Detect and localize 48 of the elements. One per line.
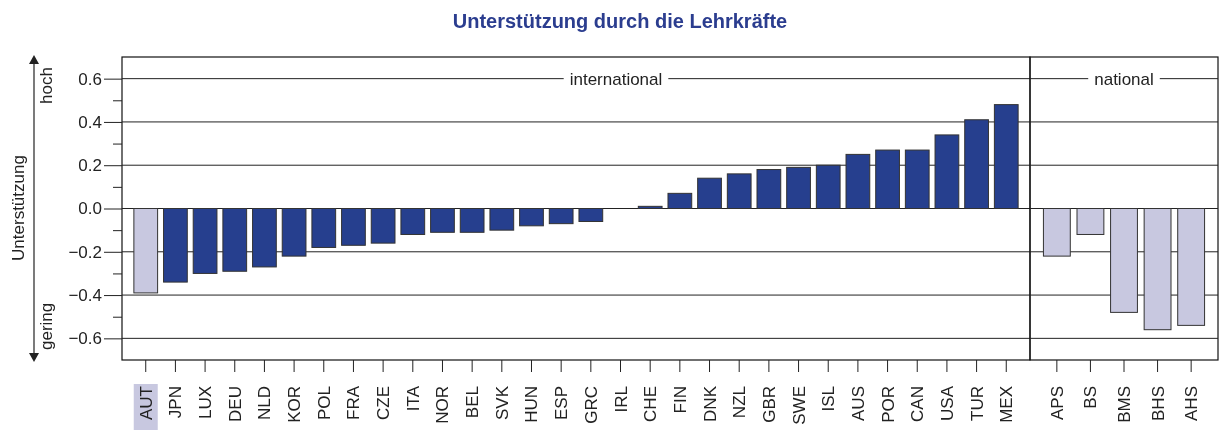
x-tick-label: TUR	[967, 386, 987, 421]
x-tick-label: CHE	[641, 386, 661, 422]
x-tick-label: BS	[1081, 386, 1101, 409]
x-tick-label: AUS	[848, 386, 868, 421]
x-tick-label: GRC	[581, 386, 601, 424]
x-tick-label: POL	[314, 386, 334, 421]
x-tick-label: MEX	[997, 386, 1017, 423]
y-axis-title: Unterstützung	[9, 155, 28, 261]
x-tick-label: AUT	[136, 386, 156, 420]
x-tick-label: AHS	[1182, 386, 1202, 421]
x-tick-label: GBR	[759, 386, 779, 423]
x-tick-label: BMS	[1115, 386, 1134, 423]
text: hoch	[37, 67, 56, 104]
chart-title: Unterstützung durch die Lehrkräfte	[452, 10, 788, 32]
y-tick-label: −0.2	[68, 242, 102, 262]
y-tick-label: −0.4	[68, 286, 102, 306]
x-tick-label: DNK	[700, 385, 720, 422]
x-tick-label: APS	[1047, 386, 1067, 421]
x-tick-label: KOR	[285, 386, 305, 423]
x-tick-label: NOR	[433, 386, 453, 424]
y-tick-label: 0.0	[78, 199, 102, 219]
text: national	[1094, 69, 1154, 89]
x-tick-label: ESP	[552, 386, 572, 421]
x-tick-label: DEU	[225, 386, 245, 422]
x-tick-label: NLD	[255, 386, 275, 421]
x-tick-label: SVK	[492, 385, 512, 421]
x-tick-label: SWE	[789, 386, 809, 425]
x-tick-label: IRL	[611, 386, 631, 413]
x-tick-label: CZE	[374, 386, 394, 420]
text: gering	[37, 302, 56, 350]
x-tick-label: ISL	[819, 386, 839, 412]
y-tick-label: −0.6	[68, 329, 102, 349]
y-tick-label: 0.2	[78, 156, 102, 176]
x-tick-label: BHS	[1148, 386, 1168, 421]
x-tick-label: USA	[937, 385, 957, 421]
text: international	[569, 69, 663, 89]
y-tick-label: 0.4	[78, 112, 102, 132]
x-tick-label: JPN	[166, 386, 186, 419]
x-tick-label: ITA	[403, 385, 423, 412]
y-tick-label: 0.6	[78, 69, 102, 89]
x-tick-label: LUX	[196, 386, 216, 420]
x-tick-label: NZL	[730, 386, 750, 419]
x-tick-label: FRA	[344, 385, 364, 420]
x-tick-label: FIN	[670, 386, 690, 414]
x-tick-label: POR	[878, 386, 898, 423]
x-tick-label: CAN	[908, 386, 928, 422]
x-tick-label: HUN	[522, 386, 542, 423]
x-tick-label: BEL	[463, 386, 483, 419]
